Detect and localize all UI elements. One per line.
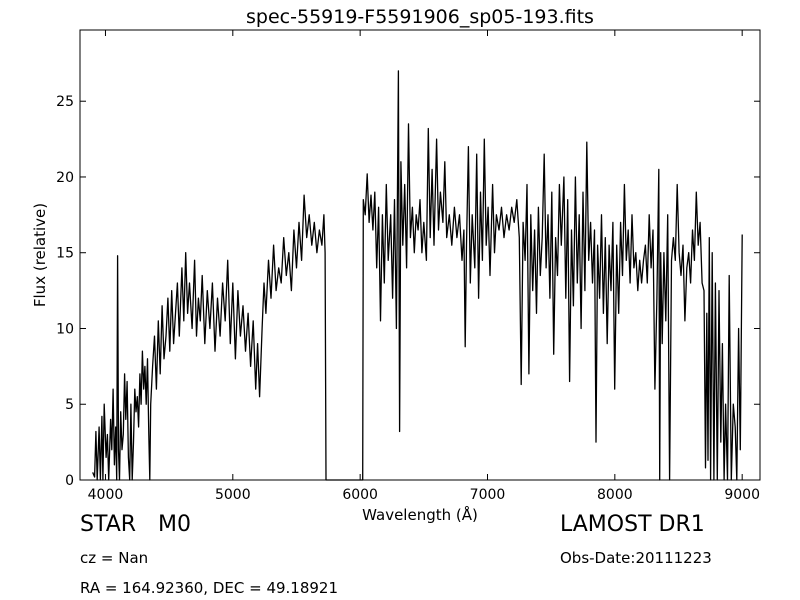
spectrum-series-line [92,70,743,481]
coordinates-label: RA = 164.92360, DEC = 49.18921 [80,579,339,597]
survey-label: LAMOST DR1 [560,512,705,537]
x-tick-label: 7000 [470,487,506,503]
x-tick-label: 8000 [597,487,633,503]
x-tick-label: 6000 [342,487,378,503]
object-class-label: STAR [80,512,137,537]
y-tick-label: 25 [56,94,74,110]
observation-date-label: Obs-Date:20111223 [560,549,712,567]
y-axis: 0 5 10 15 20 25 [56,94,760,489]
x-tick-label: 5000 [215,487,251,503]
y-tick-label: 5 [65,397,74,413]
plot-frame [79,29,761,481]
redshift-label: cz = Nan [80,549,149,567]
y-axis-label: Flux (relative) [31,203,49,307]
y-tick-label: 10 [56,321,74,337]
y-tick-label: 20 [56,170,74,186]
x-axis-label: Wavelength (Å) [362,505,478,524]
y-tick-label: 15 [56,246,74,262]
x-tick-label: 4000 [88,487,124,503]
object-subclass-label: M0 [158,512,191,537]
chart-title: spec-55919-F5591906_sp05-193.fits [246,6,594,28]
x-tick-label: 9000 [724,487,760,503]
y-tick-label: 0 [65,473,74,489]
x-axis: 4000 5000 6000 7000 8000 9000 [88,30,760,503]
